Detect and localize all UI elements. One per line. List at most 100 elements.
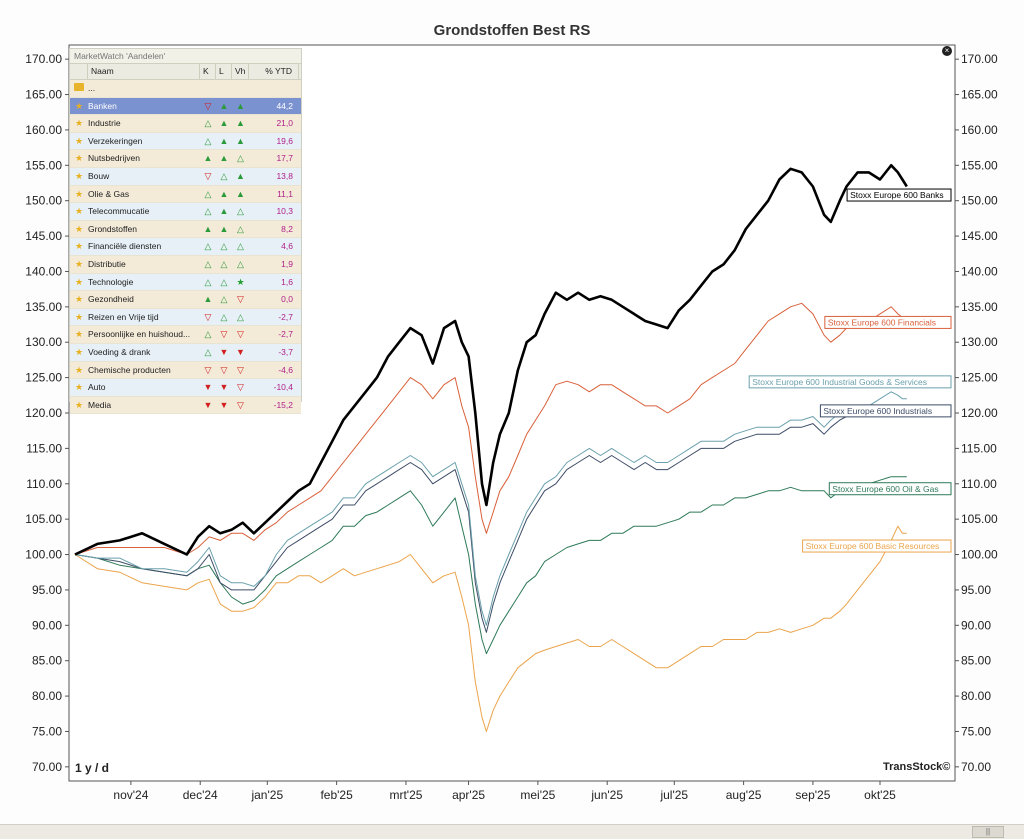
- k-signal-icon: ▽: [204, 311, 212, 322]
- scrollbar-thumb[interactable]: ||: [972, 826, 1004, 838]
- marketwatch-row[interactable]: ★ Chemische producten ▽ ▽ ▽ -4,6: [70, 361, 301, 380]
- x-tick-label: jan'25: [250, 788, 283, 802]
- marketwatch-panel[interactable]: MarketWatch 'Aandelen' Naam K L Vh % YTD…: [69, 48, 302, 415]
- l-signal-icon: ▲: [219, 118, 229, 129]
- l-signal-icon: ▲: [219, 153, 229, 164]
- y-tick-label-right: 165.00: [961, 88, 998, 102]
- row-ytd: -10,4: [273, 382, 293, 393]
- row-ytd: 44,2: [276, 100, 293, 111]
- y-tick-label-right: 120.00: [961, 406, 998, 420]
- marketwatch-row[interactable]: ★ Financiële diensten △ △ △ 4,6: [70, 238, 301, 256]
- y-tick-label-right: 140.00: [961, 264, 998, 278]
- series-end-label: Stoxx Europe 600 Industrials: [823, 406, 932, 416]
- x-tick-label: sep'25: [795, 788, 830, 802]
- row-name: Media: [88, 399, 112, 410]
- star-icon: ★: [74, 135, 84, 146]
- k-signal-icon: △: [204, 329, 212, 340]
- y-tick-label-right: 145.00: [961, 229, 998, 243]
- header-k[interactable]: K: [200, 64, 216, 79]
- x-tick-label: nov'24: [113, 788, 148, 802]
- series-end-label: Stoxx Europe 600 Oil & Gas: [832, 484, 938, 494]
- vh-signal-icon: ▽: [237, 294, 244, 305]
- y-axis-right: 170.00 165.00 160.00 155.00 150.00 145.00 140.…: [955, 52, 998, 774]
- series-line: [74, 164, 908, 556]
- vh-signal-icon: ▽: [237, 382, 244, 393]
- marketwatch-row[interactable]: ★ Voeding & drank △ ▼ ▼ -3,7: [70, 343, 301, 362]
- folder-icon: [74, 83, 84, 91]
- vh-signal-icon: ▼: [236, 346, 245, 357]
- vh-signal-icon: ★: [236, 276, 245, 287]
- x-tick-label: apr'25: [452, 788, 485, 802]
- marketwatch-row[interactable]: ★ Technologie △ △ ★ 1,6: [70, 273, 301, 292]
- y-tick-label-right: 80.00: [961, 689, 991, 703]
- close-chart-button[interactable]: ×: [942, 46, 952, 56]
- series-end-label-box: [819, 404, 952, 418]
- star-icon: ★: [74, 206, 84, 217]
- vh-signal-icon: △: [237, 206, 244, 217]
- marketwatch-row[interactable]: ★ Olie & Gas △ ▲ ▲ 11,1: [70, 185, 301, 204]
- row-ytd: -15,2: [273, 399, 293, 410]
- y-tick-label-left: 115.00: [26, 441, 62, 455]
- vh-signal-icon: ▲: [236, 170, 245, 181]
- marketwatch-row[interactable]: ★ Auto ▼ ▼ ▽ -10,4: [70, 379, 301, 397]
- star-icon: ★: [74, 276, 84, 287]
- row-ytd: 19,6: [276, 135, 293, 146]
- x-tick-label: dec'24: [183, 788, 218, 802]
- l-signal-icon: ▽: [220, 364, 228, 375]
- series-end-label-box: [802, 539, 952, 553]
- marketwatch-row[interactable]: ★ Nutsbedrijven ▲ ▲ △ 17,7: [70, 150, 301, 168]
- marketwatch-rows: ★ Banken ▽ ▲ ▲ 44,2 ★ Industrie △ ▲ ▲ 21,0 ★ Verzeker…: [70, 97, 301, 415]
- star-icon: ★: [74, 399, 84, 410]
- x-tick-label: aug'25: [726, 788, 762, 802]
- y-tick-label-right: 70.00: [961, 760, 991, 774]
- series-end-label: Stoxx Europe 600 Financials: [828, 318, 936, 328]
- x-tick-label: jul'25: [659, 788, 688, 802]
- y-tick-label-left: 95.00: [32, 583, 62, 597]
- y-tick-label-left: 105.00: [25, 512, 62, 526]
- vh-signal-icon: ▽: [237, 329, 244, 340]
- marketwatch-row[interactable]: ★ Telecommucatie △ ▲ △ 10,3: [70, 203, 301, 221]
- star-icon: ★: [74, 100, 84, 111]
- marketwatch-row[interactable]: ★ Gezondheid ▲ △ ▽ 0,0: [70, 291, 301, 309]
- row-ytd: -2,7: [278, 311, 293, 322]
- marketwatch-row[interactable]: ★ Grondstoffen ▲ ▲ △ 8,2: [70, 220, 301, 239]
- marketwatch-row[interactable]: ★ Banken ▽ ▲ ▲ 44,2: [70, 97, 301, 116]
- vh-signal-icon: △: [237, 258, 244, 269]
- series-line: [74, 391, 907, 626]
- marketwatch-row[interactable]: ★ Reizen en Vrije tijd ▽ △ △ -2,7: [70, 308, 301, 327]
- period-label[interactable]: 1 y / d: [75, 761, 110, 775]
- series-group: [74, 164, 908, 732]
- y-tick-label-right: 110.00: [961, 477, 997, 491]
- k-signal-icon: ▽: [204, 364, 212, 375]
- horizontal-scrollbar[interactable]: [0, 824, 1024, 839]
- x-tick-label: mrt'25: [389, 788, 422, 802]
- y-tick-label-right: 105.00: [961, 512, 998, 526]
- y-tick-label-left: 145.00: [25, 229, 62, 243]
- series-line: [74, 405, 907, 633]
- header-vh[interactable]: Vh: [232, 64, 249, 79]
- row-name: Industrie: [88, 118, 121, 129]
- l-signal-icon: ▲: [219, 135, 229, 146]
- header-l[interactable]: L: [216, 64, 232, 79]
- y-tick-label-left: 165.00: [25, 88, 62, 102]
- folder-row[interactable]: ...: [70, 80, 301, 98]
- row-name: Distributie: [88, 258, 126, 269]
- marketwatch-row[interactable]: ★ Verzekeringen △ ▲ ▲ 19,6: [70, 132, 301, 151]
- star-icon: ★: [74, 223, 84, 234]
- l-signal-icon: ▲: [219, 100, 229, 111]
- header-ytd[interactable]: % YTD: [249, 64, 299, 79]
- star-icon: ★: [74, 311, 84, 322]
- row-ytd: 1,6: [281, 276, 293, 287]
- star-icon: ★: [74, 258, 84, 269]
- k-signal-icon: ▼: [203, 382, 213, 393]
- marketwatch-row[interactable]: ★ Bouw ▽ △ ▲ 13,8: [70, 167, 301, 186]
- marketwatch-row[interactable]: ★ Industrie △ ▲ ▲ 21,0: [70, 115, 301, 133]
- header-name[interactable]: Naam: [88, 64, 200, 79]
- l-signal-icon: △: [220, 311, 228, 322]
- marketwatch-row[interactable]: ★ Media ▼ ▼ ▽ -15,2: [70, 396, 301, 415]
- marketwatch-row[interactable]: ★ Persoonlijke en huishoud... △ ▽ ▽ -2,7: [70, 326, 301, 344]
- x-tick-label: feb'25: [320, 788, 353, 802]
- star-icon: ★: [74, 364, 84, 375]
- row-name: Persoonlijke en huishoud...: [88, 329, 191, 340]
- marketwatch-row[interactable]: ★ Distributie △ △ △ 1,9: [70, 255, 301, 274]
